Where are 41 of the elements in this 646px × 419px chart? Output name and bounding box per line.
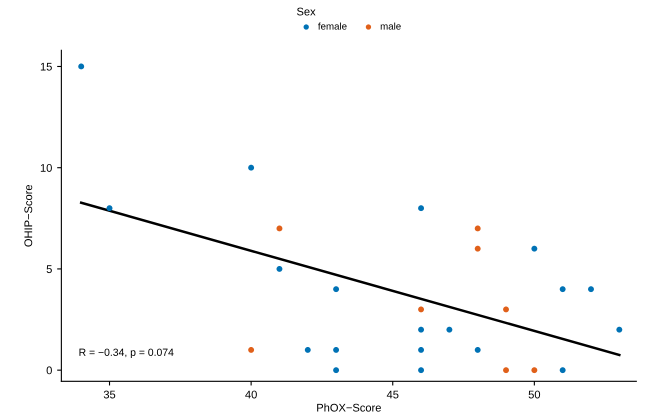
x-axis-title: PhOX−Score: [317, 403, 381, 412]
point: [333, 367, 340, 374]
point: [418, 346, 424, 353]
point: [474, 246, 481, 252]
x-tick-label: 45: [386, 390, 398, 398]
point: [276, 225, 282, 232]
point: [78, 64, 84, 70]
point: [276, 266, 282, 272]
point: [503, 306, 509, 312]
point: [418, 326, 424, 333]
legend-title: Sex: [297, 8, 316, 16]
point: [333, 346, 340, 353]
point: [616, 326, 622, 333]
point: [474, 346, 481, 353]
point: [588, 286, 594, 292]
y-tick-label: 10: [40, 164, 52, 172]
point: [106, 205, 112, 212]
y-axis-title: OHIP−Score: [24, 184, 32, 247]
annotation: R = −0.34, p = 0.074: [79, 348, 174, 358]
point: [418, 306, 424, 312]
point: [503, 367, 509, 374]
point: [560, 367, 566, 374]
point: [248, 346, 254, 353]
point: [531, 367, 538, 374]
point: [446, 326, 452, 333]
x-tick-label: 35: [104, 390, 116, 398]
point: [531, 246, 538, 252]
point: [418, 205, 424, 212]
legend-label: male: [380, 22, 401, 30]
point: [474, 225, 481, 232]
x-tick-label: 50: [528, 390, 540, 398]
y-tick-label: 0: [46, 366, 52, 374]
point: [418, 367, 424, 374]
point: [248, 164, 254, 171]
legend-label: female: [318, 22, 347, 30]
point: [304, 346, 311, 353]
y-tick-label: 15: [40, 62, 52, 71]
point: [333, 286, 340, 292]
y-tick-label: 5: [46, 265, 52, 274]
point: [560, 286, 566, 292]
x-tick-label: 40: [245, 390, 257, 398]
